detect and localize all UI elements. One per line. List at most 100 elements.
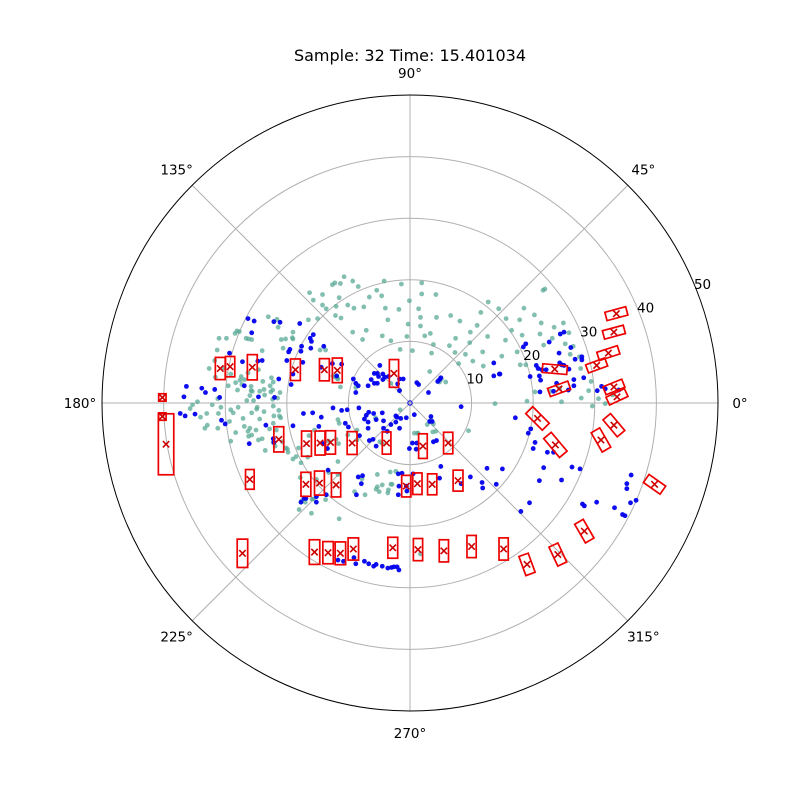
box-center-marker [428,480,436,489]
center-cross-stroke [326,438,335,447]
primary-point [484,465,490,471]
primary-point [298,348,304,354]
primary-point [571,383,577,389]
angle-tick-label: 135° [160,163,193,179]
primary-point [396,567,402,573]
primary-point [366,409,372,415]
secondary-point [317,347,323,353]
primary-point [318,414,324,420]
secondary-point [280,345,286,351]
box-center-marker [440,547,448,555]
secondary-point [463,351,468,357]
primary-point [388,422,394,427]
box-center-marker [592,361,601,370]
secondary-point [519,332,525,338]
angle-tick-label: 0° [732,396,747,412]
center-cross-stroke [158,393,167,402]
box-center-marker [320,365,329,374]
primary-point [381,425,386,431]
secondary-point [434,314,439,320]
primary-point [546,339,552,345]
primary-point [177,411,183,416]
secondary-point [418,551,423,557]
primary-point [633,497,639,503]
primary-point [437,475,442,481]
secondary-point [379,293,385,299]
box-center-marker [333,366,342,375]
primary-point [426,390,431,395]
center-cross-stroke [428,480,436,489]
primary-point [192,411,198,417]
secondary-point [230,410,236,416]
center-cross-stroke [454,476,462,485]
primary-point [581,503,587,509]
secondary-point [532,312,537,318]
secondary-point [422,333,428,339]
primary-point [287,347,293,352]
box-center-marker [414,545,422,554]
detection-box [321,540,335,565]
primary-point [551,388,556,394]
polar-frame [101,94,719,712]
primary-point [251,318,257,324]
primary-point [393,413,399,419]
primary-point [532,440,538,445]
secondary-point [396,306,402,312]
primary-point [259,358,265,363]
secondary-point [386,487,391,493]
primary-point [527,374,533,379]
secondary-point [259,436,265,442]
secondary-point [296,445,301,451]
primary-point [297,321,303,326]
primary-point [240,359,245,365]
primary-point [577,466,583,472]
box-center-marker [158,393,167,402]
secondary-point [275,324,281,330]
detection-box [313,470,326,496]
secondary-point [429,350,434,356]
detection-box [388,358,400,389]
detection-box [289,358,302,382]
center-cross-stroke [158,412,167,421]
angle-tick-label: 225° [160,629,193,645]
secondary-point [457,318,463,324]
center-cross-stroke [216,364,225,373]
secondary-point [538,320,544,326]
primary-point [276,376,282,382]
primary-point [351,555,357,561]
box-center-marker [419,442,427,450]
primary-point [301,496,307,501]
center-cross-stroke [414,545,422,554]
secondary-point [271,413,277,419]
center-cross-stroke [555,385,563,393]
primary-point [362,416,367,422]
center-cross-stroke [444,439,452,447]
secondary-point [381,278,387,284]
secondary-point [589,403,595,409]
secondary-point [244,398,250,403]
secondary-point [480,349,486,355]
secondary-point [499,353,505,359]
primary-point [341,558,346,564]
secondary-point [524,398,530,404]
center-cross-stroke [226,362,234,371]
detection-box-rotated [601,412,626,439]
detection-box-rotated [595,344,622,362]
secondary-point [302,499,308,505]
secondary-point [523,362,529,368]
secondary-point [336,441,341,447]
polar-grid [102,95,718,711]
primary-point [222,421,228,427]
detection-box [300,471,312,498]
primary-point [479,480,485,485]
secondary-point [278,337,284,342]
secondary-point [265,314,271,320]
primary-point [353,390,359,395]
secondary-point [452,350,458,355]
primary-point [366,438,372,443]
primary-point [358,481,364,487]
primary-point [182,413,188,419]
primary-point [355,474,361,480]
primary-point [313,499,319,505]
secondary-point [245,428,251,434]
